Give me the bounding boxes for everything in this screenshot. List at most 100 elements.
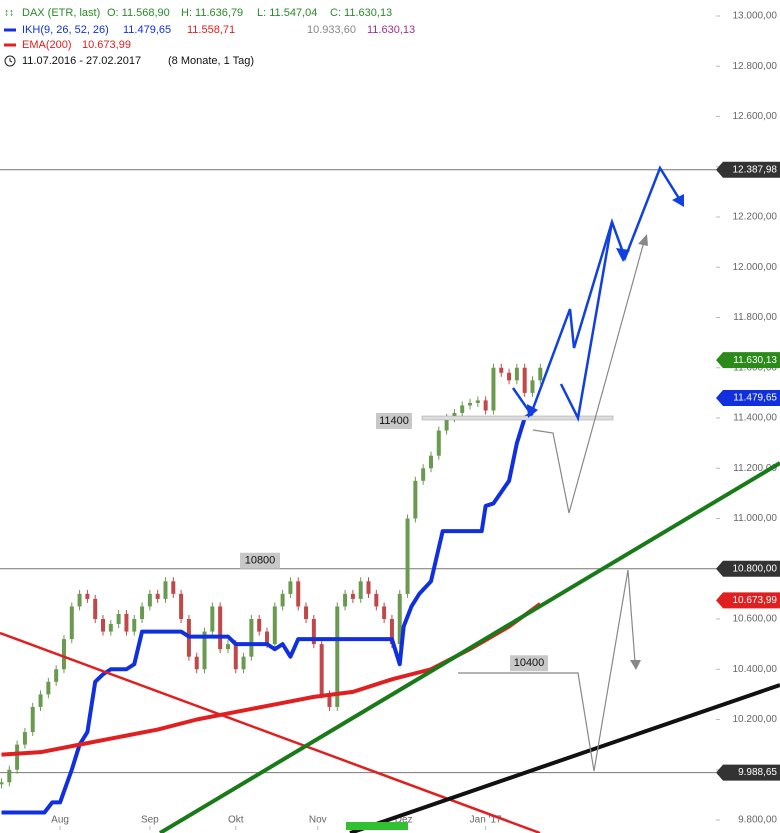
- y-tick-label: 13.000,00: [733, 11, 778, 22]
- y-tick-label: 12.000,00: [733, 262, 778, 273]
- candle: [77, 593, 82, 607]
- candle: [155, 593, 160, 599]
- candle: [61, 639, 66, 670]
- header-icon: ↕↕: [4, 8, 14, 19]
- candle: [389, 619, 394, 645]
- alt-path: [458, 569, 636, 772]
- x-tick-label: Sep: [141, 815, 159, 826]
- price-tag-label: 11.479,65: [733, 393, 777, 404]
- candle: [468, 402, 473, 406]
- candle: [444, 418, 449, 431]
- candle: [249, 619, 254, 657]
- indicator-reading: 10.933,60: [307, 24, 356, 36]
- indicator-name: IKH(9, 26, 52, 26): [22, 24, 109, 36]
- candle: [311, 619, 316, 645]
- arrowhead: [616, 248, 630, 262]
- candle: [202, 631, 207, 670]
- candle: [241, 656, 246, 670]
- indicator-name: EMA(200): [22, 39, 72, 51]
- candle: [413, 480, 418, 519]
- candle: [233, 644, 238, 670]
- support-zone: [421, 415, 614, 421]
- candle: [382, 606, 387, 619]
- period: (8 Monate, 1 Tag): [168, 55, 254, 67]
- price-tag-label: 10.800,00: [733, 563, 778, 574]
- price-tag: [716, 352, 780, 369]
- date-range: 11.07.2016 - 27.02.2017: [22, 55, 141, 67]
- marker: [346, 822, 408, 830]
- price-tag: [716, 764, 780, 781]
- x-tick-label: Jan '17: [470, 815, 502, 826]
- candle: [374, 593, 379, 607]
- clock-hand: [9, 58, 13, 63]
- candle: [405, 518, 410, 594]
- price-tag-label: 10.673,99: [733, 595, 778, 606]
- candle: [93, 598, 98, 619]
- drawings: [0, 165, 780, 833]
- clock-icon: [4, 55, 16, 67]
- candle: [124, 613, 129, 632]
- price-tag: [716, 592, 780, 609]
- candle: [327, 694, 332, 707]
- candle: [436, 430, 441, 456]
- price-tag: [716, 389, 780, 406]
- y-tick-label: 12.800,00: [733, 61, 778, 72]
- candle: [140, 606, 145, 619]
- alt-path: [532, 237, 646, 514]
- candle: [163, 581, 168, 599]
- indicator-line: [1, 411, 534, 815]
- candle: [85, 593, 90, 599]
- candle: [15, 744, 20, 770]
- candle: [257, 619, 262, 632]
- y-tick-label: 9.800,00: [738, 815, 777, 826]
- candle: [460, 405, 465, 413]
- candle: [194, 656, 199, 670]
- candle: [54, 669, 59, 682]
- price-tag: [716, 161, 780, 178]
- y-tick-label: 11.000,00: [733, 513, 777, 524]
- candle: [366, 581, 371, 594]
- forecast-path: [511, 165, 682, 417]
- candle: [335, 606, 340, 707]
- candle: [218, 606, 223, 650]
- candle: [147, 593, 152, 607]
- candle: [304, 606, 309, 619]
- price-tag-label: 9.988,65: [738, 767, 777, 778]
- candle: [499, 367, 504, 373]
- indicator-reading: 10.673,99: [82, 39, 131, 51]
- candle: [7, 769, 12, 783]
- trend-line: [0, 631, 541, 833]
- y-tick-label: 11.400,00: [733, 413, 777, 424]
- y-tick-label: 11.800,00: [733, 312, 777, 323]
- forecast-path: [559, 221, 614, 422]
- candle: [522, 367, 527, 393]
- arrowhead: [527, 404, 538, 418]
- price-tag: [716, 560, 780, 577]
- candle: [397, 593, 402, 645]
- candle: [179, 593, 184, 619]
- ohlc: O: 11.568,90: [107, 7, 170, 19]
- annotation-box: [510, 655, 548, 672]
- candle: [350, 593, 355, 599]
- candle: [514, 367, 519, 381]
- candle: [38, 694, 43, 707]
- y-tick-label: 10.400,00: [733, 664, 778, 675]
- candle: [452, 412, 457, 418]
- candle: [116, 613, 121, 625]
- indicator-reading: 11.558,71: [187, 24, 235, 36]
- indicator-reading: 11.630,13: [367, 24, 415, 36]
- y-tick-label: 10.200,00: [733, 714, 778, 725]
- arrowhead: [672, 194, 684, 207]
- annotation-box: [240, 552, 280, 569]
- trend-line: [349, 683, 780, 833]
- y-tick-label: 11.200,00: [733, 463, 777, 474]
- indicator-reading: 11.479,65: [123, 24, 171, 36]
- candle: [428, 455, 433, 469]
- candle: [46, 681, 51, 695]
- candle: [30, 706, 35, 733]
- annotation-box: [376, 413, 412, 429]
- price-tag-label: 12.387,98: [733, 164, 778, 175]
- candle: [225, 644, 230, 650]
- annotation-label: 10800: [245, 555, 276, 567]
